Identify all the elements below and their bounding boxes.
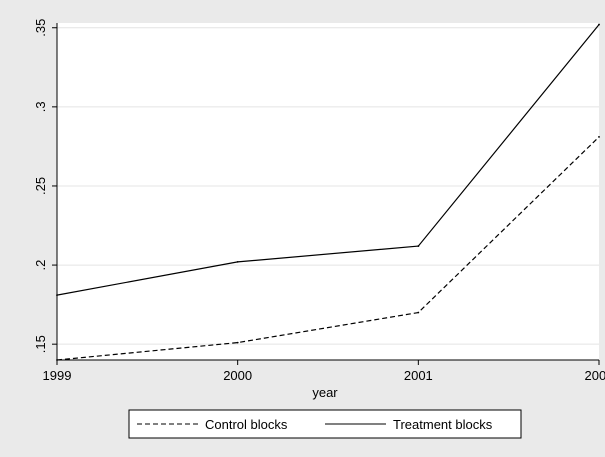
x-tick-label: 1999 [43, 368, 72, 383]
legend: Control blocks Treatment blocks [128, 409, 522, 439]
x-tick-label: 2000 [223, 368, 252, 383]
y-tick-label: .25 [33, 177, 48, 195]
data-point [598, 23, 600, 26]
y-tick-label: .2 [33, 260, 48, 271]
data-point [236, 341, 239, 344]
axis-ticks: .15 .2 .25 .3 .35 1999 2000 2001 2002 [33, 19, 605, 383]
legend-label-treatment: Treatment blocks [393, 417, 493, 432]
series-lines [56, 23, 600, 361]
data-point [236, 261, 239, 263]
data-point [417, 311, 420, 314]
plot-area [57, 23, 599, 360]
series-line-control [56, 136, 600, 361]
y-tick-label: .3 [33, 101, 48, 112]
x-axis-title: year [312, 385, 338, 400]
y-tick-label: .35 [33, 19, 48, 37]
x-tick-label: 2001 [404, 368, 433, 383]
data-point [417, 245, 420, 247]
data-point [598, 136, 600, 138]
x-tick-label: 2002 [585, 368, 605, 383]
series-line-treatment [56, 24, 600, 296]
legend-label-control: Control blocks [205, 417, 288, 432]
data-point [56, 294, 58, 297]
data-point [56, 359, 58, 361]
grid-lines [57, 27, 599, 345]
y-tick-label: .15 [33, 335, 48, 353]
